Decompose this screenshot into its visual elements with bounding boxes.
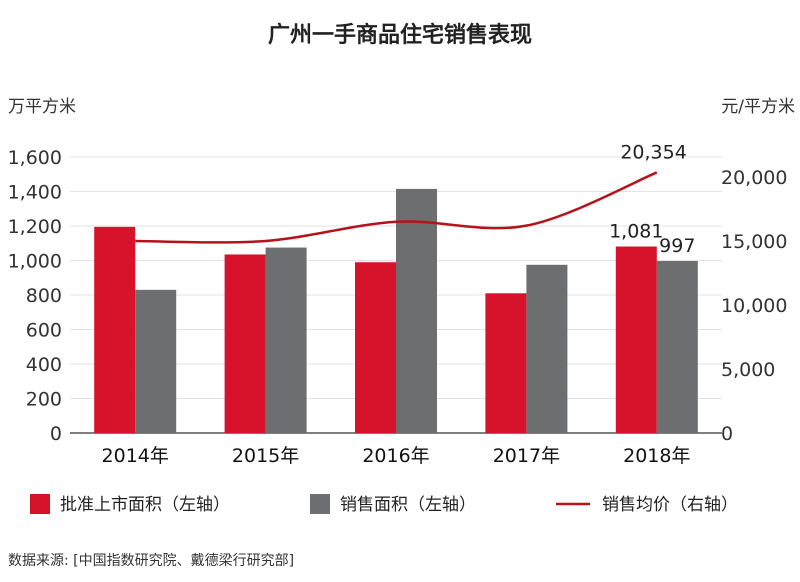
left-tick-label: 1,600: [8, 147, 62, 169]
right-axis-ticks: 0 5,000 10,000 15,000 20,000: [721, 167, 787, 445]
left-tick-label: 800: [26, 285, 62, 307]
source-note: 数据来源: [中国指数研究院、戴德梁行研究部]: [8, 553, 294, 569]
legend-label: 销售均价（右轴）: [602, 495, 738, 515]
left-tick-label: 0: [50, 423, 62, 445]
x-tick-label: 2017年: [493, 445, 560, 467]
approved-area-bar: [615, 246, 657, 433]
right-tick-label: 20,000: [721, 167, 787, 189]
right-tick-label: 5,000: [721, 359, 775, 381]
bars: [94, 188, 698, 433]
legend-swatch: [310, 494, 330, 514]
price-line-group: [135, 171, 658, 244]
approved-area-bar: [94, 226, 136, 433]
sold-area-bar: [135, 289, 177, 433]
avg-price-line: [135, 171, 658, 244]
data-label: 1,081: [609, 221, 663, 243]
chart-title: 广州一手商品住宅销售表现: [268, 22, 532, 48]
x-axis-ticks: 2014年 2015年 2016年 2017年 2018年: [102, 445, 691, 467]
approved-area-bar: [485, 293, 527, 433]
left-tick-label: 600: [26, 320, 62, 342]
approved-area-bar: [224, 254, 266, 433]
sold-area-bar: [396, 188, 437, 433]
sold-area-bar: [526, 264, 568, 433]
legend-swatch: [30, 494, 50, 514]
left-axis-unit: 万平方米: [8, 97, 76, 117]
x-tick-label: 2016年: [362, 445, 429, 467]
left-tick-label: 1,400: [8, 182, 62, 204]
legend-label: 批准上市面积（左轴）: [60, 495, 230, 515]
right-tick-label: 0: [721, 423, 733, 445]
legend: 批准上市面积（左轴） 销售面积（左轴） 销售均价（右轴）: [30, 494, 738, 515]
left-tick-label: 200: [26, 389, 62, 411]
left-tick-label: 1,000: [8, 251, 62, 273]
legend-label: 销售面积（左轴）: [340, 495, 476, 515]
left-tick-label: 400: [26, 354, 62, 376]
left-axis-ticks: 0 200 400 600 800 1,000 1,200 1,400 1,600: [8, 147, 62, 445]
left-tick-label: 1,200: [8, 216, 62, 238]
sold-area-bar: [265, 247, 307, 433]
sold-area-bar: [656, 261, 698, 433]
data-label: 997: [659, 235, 695, 257]
right-axis-unit: 元/平方米: [721, 97, 795, 117]
data-label: 20,354: [620, 141, 686, 163]
right-tick-label: 15,000: [721, 231, 787, 253]
x-tick-label: 2018年: [623, 445, 690, 467]
x-tick-label: 2015年: [232, 445, 299, 467]
x-tick-label: 2014年: [102, 445, 169, 467]
right-tick-label: 10,000: [721, 295, 787, 317]
approved-area-bar: [355, 262, 396, 433]
